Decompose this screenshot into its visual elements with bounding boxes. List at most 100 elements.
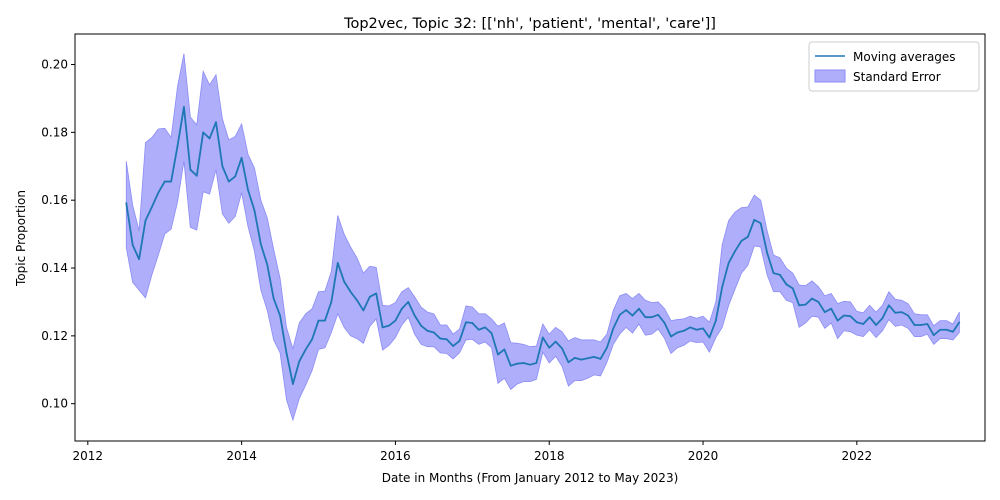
moving-average-point	[862, 323, 865, 325]
moving-average-point	[381, 326, 384, 329]
moving-average-point	[439, 337, 442, 340]
x-tick-label: 2014	[226, 449, 257, 463]
moving-average-point	[554, 340, 557, 343]
legend: Moving averages Standard Error	[808, 41, 980, 92]
moving-average-point	[676, 331, 679, 334]
moving-average-point	[317, 319, 320, 322]
moving-average-point	[817, 301, 820, 303]
moving-average-point	[785, 283, 788, 286]
moving-average-point	[465, 321, 467, 324]
moving-average-point	[900, 311, 903, 313]
moving-average-point	[798, 304, 800, 307]
moving-average-point	[574, 357, 576, 359]
legend-label-standard-error: Standard Error	[853, 70, 941, 84]
moving-average-point	[401, 307, 403, 310]
moving-average-point	[663, 322, 666, 324]
y-tick-label: 0.20	[41, 58, 68, 72]
moving-average-point	[708, 336, 711, 339]
moving-average-point	[868, 316, 871, 319]
moving-average-point	[683, 329, 685, 332]
moving-average-point	[311, 338, 313, 341]
legend-label-moving-averages: Moving averages	[853, 50, 956, 64]
moving-average-point	[791, 287, 794, 290]
moving-average-point	[189, 168, 192, 171]
moving-average-point	[125, 202, 128, 204]
moving-average-point	[433, 331, 435, 334]
moving-average-point	[240, 157, 243, 159]
moving-average-point	[151, 206, 153, 208]
y-axis: 0.10 0.12 0.14 0.16 0.18 0.20	[41, 58, 75, 411]
moving-average-point	[618, 314, 621, 316]
moving-average-point	[247, 189, 249, 191]
moving-average-point	[856, 321, 858, 324]
moving-average-point	[843, 314, 845, 317]
moving-average-point	[324, 319, 326, 322]
moving-average-point	[702, 327, 704, 330]
moving-average-point	[727, 262, 730, 264]
moving-average-point	[144, 219, 147, 222]
moving-average-point	[471, 322, 474, 324]
moving-average-point	[349, 290, 352, 293]
moving-average-point	[195, 174, 198, 177]
moving-average-point	[477, 328, 480, 331]
moving-average-point	[394, 319, 397, 322]
moving-average-point	[292, 383, 294, 385]
moving-average-point	[234, 175, 237, 178]
moving-average-point	[183, 106, 185, 108]
moving-average-point	[221, 165, 224, 168]
moving-average-point	[766, 251, 768, 254]
moving-average-point	[516, 362, 518, 365]
moving-average-point	[907, 314, 909, 317]
legend-box	[808, 41, 980, 92]
moving-average-point	[260, 243, 262, 246]
moving-average-point	[228, 180, 230, 183]
moving-average-point	[593, 356, 595, 358]
moving-average-point	[875, 324, 877, 326]
moving-average-line-layer	[125, 106, 961, 385]
x-axis: 2012 2014 2016 2018 2020 2022	[73, 441, 872, 463]
moving-average-point	[272, 297, 275, 300]
moving-average-point	[580, 358, 583, 361]
y-tick-label: 0.18	[41, 125, 68, 139]
moving-average-point	[163, 180, 166, 183]
moving-average-point	[811, 297, 813, 300]
moving-average-point	[612, 327, 615, 330]
moving-average-point	[823, 311, 826, 313]
moving-average-point	[535, 362, 538, 364]
moving-average-point	[484, 326, 486, 329]
chart-title: Top2vec, Topic 32: [['nh', 'patient', 'm…	[343, 16, 716, 32]
moving-average-point	[836, 319, 839, 322]
moving-average-point	[753, 219, 756, 221]
moving-average-point	[548, 346, 551, 349]
moving-average-point	[157, 191, 160, 194]
moving-average-point	[913, 324, 916, 326]
moving-average-point	[849, 315, 852, 317]
moving-average-point	[170, 180, 172, 183]
legend-band-swatch	[814, 69, 846, 83]
moving-average-point	[253, 209, 256, 212]
y-tick-label: 0.10	[41, 397, 68, 411]
moving-average-point	[888, 304, 890, 307]
x-tick-label: 2016	[380, 449, 411, 463]
moving-average-point	[952, 330, 954, 333]
moving-average-point	[330, 301, 333, 303]
moving-average-point	[830, 307, 832, 310]
standard-error-band-layer	[125, 53, 960, 422]
moving-average-point	[138, 258, 140, 261]
moving-average-point	[407, 301, 410, 303]
moving-average-point	[926, 323, 929, 325]
moving-average-point	[266, 263, 269, 266]
x-tick-label: 2018	[534, 449, 565, 463]
y-tick-label: 0.12	[41, 329, 68, 343]
moving-average-point	[362, 309, 365, 312]
y-tick-label: 0.14	[41, 261, 68, 275]
moving-average-point	[368, 296, 371, 298]
moving-average-point	[458, 340, 461, 342]
moving-average-point	[920, 324, 922, 326]
moving-average-point	[695, 328, 698, 331]
moving-average-point	[932, 334, 935, 336]
moving-average-point	[644, 316, 647, 319]
plot-area	[125, 53, 961, 422]
moving-average-point	[631, 314, 634, 317]
y-tick-label: 0.16	[41, 193, 68, 207]
